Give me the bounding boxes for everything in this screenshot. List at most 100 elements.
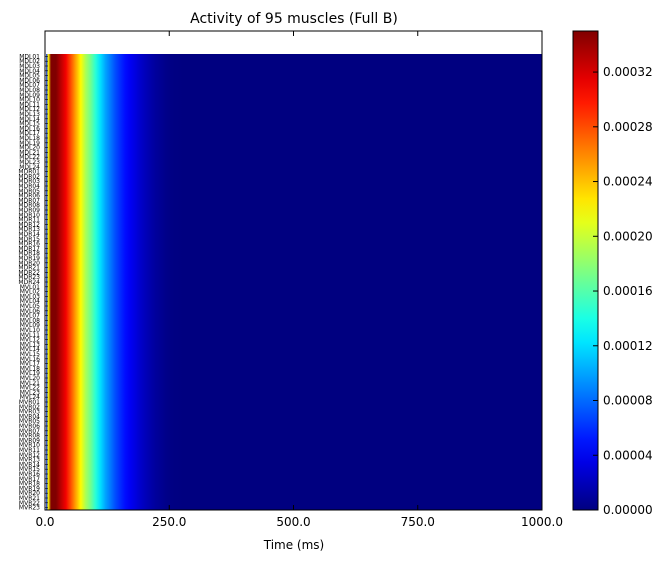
muscle-label: MVR06 <box>19 423 40 430</box>
muscle-label: MVR01 <box>19 399 40 406</box>
muscle-label: MVR07 <box>19 428 40 435</box>
muscle-label: MVR16 <box>19 471 40 478</box>
muscle-label: MDR01 <box>18 169 40 176</box>
muscle-label: MDR14 <box>18 231 40 238</box>
x-tick-label: 250.0 <box>152 515 186 529</box>
muscle-label: MVR03 <box>19 409 40 416</box>
muscle-label: MVL21 <box>20 380 40 387</box>
muscle-label: MDL14 <box>19 116 40 123</box>
muscle-label: MVL02 <box>20 289 40 296</box>
muscle-label: MDL03 <box>19 63 40 70</box>
colorbar-tick-label: 0.00012 <box>603 339 653 353</box>
muscle-label: MVL08 <box>20 317 40 324</box>
x-tick-label: 500.0 <box>276 515 310 529</box>
muscle-label: MVL20 <box>20 375 40 382</box>
muscle-label: MVL05 <box>20 303 40 310</box>
muscle-label: MVL04 <box>20 298 40 305</box>
muscle-label: MDR11 <box>18 217 40 224</box>
muscle-label: MDR17 <box>18 245 40 252</box>
heatmap-body <box>46 54 542 510</box>
muscle-label: MVR10 <box>19 442 40 449</box>
muscle-label: MVL14 <box>20 346 40 353</box>
colorbar <box>572 30 599 511</box>
muscle-label: MVL19 <box>20 370 40 377</box>
muscle-label: MVR15 <box>19 466 40 473</box>
muscle-label: MDL10 <box>19 97 40 104</box>
muscle-label: MDL01 <box>19 53 40 60</box>
muscle-label: MDL18 <box>19 135 40 142</box>
muscle-label: MDR06 <box>18 193 40 200</box>
muscle-label: MDR03 <box>18 178 40 185</box>
muscle-label: MVR14 <box>19 461 40 468</box>
muscle-label: MDL09 <box>19 92 40 99</box>
muscle-label: MDL02 <box>19 58 40 65</box>
muscle-label: MDR04 <box>18 183 40 190</box>
muscle-label: MDL24 <box>19 164 40 171</box>
muscle-label: MDR21 <box>18 265 40 272</box>
x-tick-label: 750.0 <box>401 515 435 529</box>
x-tick-label: 1000.0 <box>521 515 563 529</box>
muscle-label: MVL18 <box>20 365 40 372</box>
muscle-label: MVR12 <box>19 452 40 459</box>
muscle-label: MVL06 <box>20 308 40 315</box>
muscle-label: MDL20 <box>19 145 40 152</box>
colorbar-tick-label: 0.00000 <box>603 503 653 517</box>
muscle-label: MVL07 <box>20 313 40 320</box>
muscle-label: MDL16 <box>19 125 40 132</box>
x-axis-ticks: 0.0 250.0 500.0 750.0 1000.0 <box>35 31 563 529</box>
muscle-label: MDL06 <box>19 77 40 84</box>
muscle-label: MVL13 <box>20 341 40 348</box>
muscle-label: MVL03 <box>20 293 40 300</box>
chart-title: Activity of 95 muscles (Full B) <box>190 11 398 27</box>
colorbar-tick-label: 0.00004 <box>603 448 653 462</box>
muscle-label: MDR19 <box>18 255 40 262</box>
muscle-label: MDL08 <box>19 87 40 94</box>
muscle-label: MVR05 <box>19 418 40 425</box>
muscle-label: MDL04 <box>19 68 40 75</box>
muscle-label: MDL05 <box>19 73 40 80</box>
muscle-label: MVR09 <box>19 437 40 444</box>
muscle-label: MDL19 <box>19 140 40 147</box>
muscle-label: MVL24 <box>20 394 40 401</box>
muscle-label: MVR02 <box>19 404 40 411</box>
muscle-label: MDL07 <box>19 82 40 89</box>
colorbar-tick-label: 0.00024 <box>603 175 653 189</box>
colorbar-tick-label: 0.00032 <box>603 65 653 79</box>
muscle-label: MVR17 <box>19 476 40 483</box>
muscle-label: MDL17 <box>19 130 40 137</box>
muscle-label: MDL11 <box>19 101 40 108</box>
muscle-labels: MDL01MDL02MDL03MDL04MDL05MDL06MDL07MDL08… <box>18 53 48 512</box>
x-axis-label: Time (ms) <box>263 538 325 552</box>
x-tick-label: 0.0 <box>35 515 54 529</box>
muscle-label: MDR08 <box>18 202 40 209</box>
muscle-label: MVL12 <box>20 337 40 344</box>
muscle-label: MDL13 <box>19 111 40 118</box>
muscle-label: MVL17 <box>20 361 40 368</box>
muscle-label: MDR09 <box>18 207 40 214</box>
colorbar-tick-label: 0.00028 <box>603 120 653 134</box>
muscle-label: MDR24 <box>18 279 40 286</box>
colorbar-tick-label: 0.00020 <box>603 229 653 243</box>
colorbar-ticks: 0.00000 0.00004 0.00008 0.00012 0.00016 0.000… <box>593 65 653 517</box>
muscle-label: MVR18 <box>19 481 40 488</box>
muscle-label: MDR23 <box>18 274 40 281</box>
muscle-label: MDR02 <box>18 173 40 180</box>
plot-frame <box>44 30 543 511</box>
muscle-label: MVR08 <box>19 433 40 440</box>
muscle-label: MVL15 <box>20 351 40 358</box>
muscle-label: MDR07 <box>18 197 40 204</box>
muscle-label: MDR16 <box>18 241 40 248</box>
muscle-label: MVR11 <box>19 447 40 454</box>
muscle-label: MDR15 <box>18 236 40 243</box>
muscle-label: MDR18 <box>18 250 40 257</box>
muscle-label: MVL11 <box>20 332 40 339</box>
muscle-label: MVR22 <box>19 500 40 507</box>
muscle-label: MVR13 <box>19 457 40 464</box>
muscle-label: MVR21 <box>19 495 40 502</box>
muscle-label: MVL09 <box>20 322 40 329</box>
muscle-label: MVL10 <box>20 327 40 334</box>
muscle-label: MVR20 <box>19 490 40 497</box>
muscle-label: MDR13 <box>18 226 40 233</box>
muscle-label: MDR10 <box>18 212 40 219</box>
